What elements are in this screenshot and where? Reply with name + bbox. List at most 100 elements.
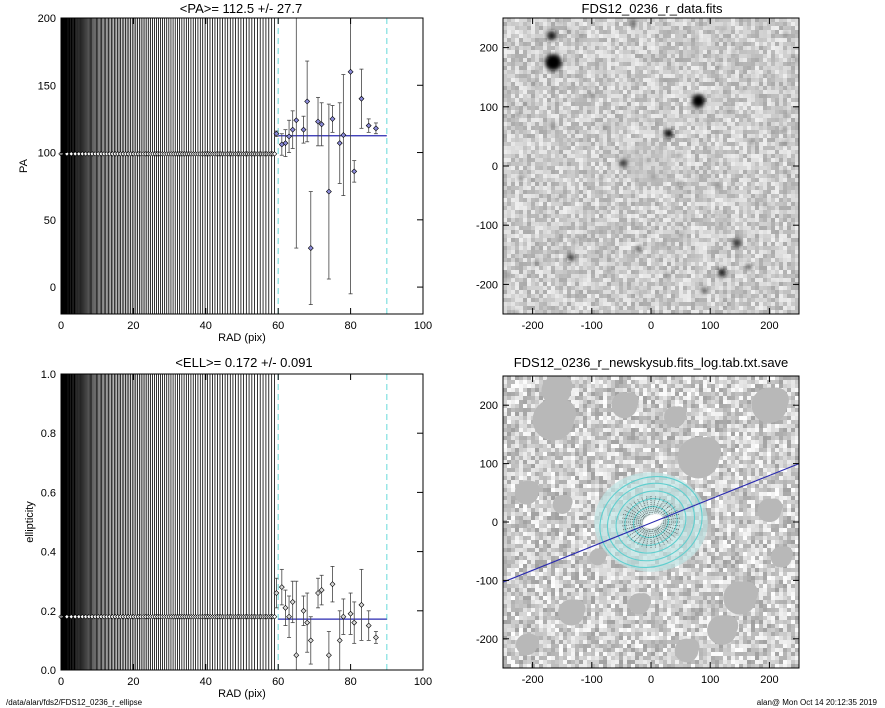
noise-pixel: [731, 186, 735, 190]
noise-pixel: [739, 22, 743, 26]
noise-pixel: [687, 138, 691, 142]
noise-pixel: [611, 226, 615, 230]
noise-pixel: [727, 130, 731, 134]
noise-pixel: [539, 26, 543, 30]
noise-pixel: [675, 206, 679, 210]
noise-pixel: [703, 22, 707, 26]
noise-pixel: [735, 58, 739, 62]
noise-pixel: [731, 18, 735, 22]
noise-pixel: [791, 170, 795, 174]
noise-pixel: [735, 90, 739, 94]
noise-pixel: [739, 90, 743, 94]
noise-pixel: [507, 214, 511, 218]
noise-pixel: [519, 70, 523, 74]
noise-pixel: [591, 218, 595, 222]
noise-pixel: [711, 202, 715, 206]
noise-pixel: [735, 178, 739, 182]
noise-pixel: [795, 34, 799, 38]
noise-pixel: [763, 30, 767, 34]
noise-pixel: [507, 146, 511, 150]
noise-pixel: [603, 210, 607, 214]
noise-pixel: [691, 154, 695, 158]
noise-pixel: [511, 114, 515, 118]
noise-pixel: [703, 190, 707, 194]
noise-pixel: [551, 146, 555, 150]
noise-pixel: [523, 78, 527, 82]
noise-pixel: [591, 78, 595, 82]
noise-pixel: [527, 82, 531, 86]
noise-pixel: [727, 78, 731, 82]
noise-pixel: [795, 58, 799, 62]
noise-pixel: [523, 242, 527, 246]
noise-pixel: [699, 118, 703, 122]
noise-pixel: [603, 34, 607, 38]
noise-pixel: [587, 242, 591, 246]
noise-pixel: [663, 94, 667, 98]
noise-pixel: [587, 198, 591, 202]
noise-pixel: [755, 134, 759, 138]
noise-pixel: [771, 62, 775, 66]
noise-pixel: [599, 158, 603, 162]
noise-pixel: [519, 114, 523, 118]
noise-pixel: [767, 66, 771, 70]
noise-pixel: [695, 62, 699, 66]
noise-pixel: [755, 106, 759, 110]
noise-pixel: [539, 154, 543, 158]
noise-pixel: [515, 182, 519, 186]
noise-pixel: [519, 150, 523, 154]
noise-pixel: [623, 26, 627, 30]
noise-pixel: [507, 234, 511, 238]
noise-pixel: [591, 86, 595, 90]
noise-pixel: [711, 102, 715, 106]
noise-pixel: [743, 34, 747, 38]
noise-pixel: [527, 178, 531, 182]
noise-pixel: [559, 178, 563, 182]
noise-pixel: [759, 26, 763, 30]
noise-pixel: [707, 50, 711, 54]
noise-pixel: [643, 102, 647, 106]
noise-pixel: [599, 146, 603, 150]
noise-pixel: [535, 26, 539, 30]
noise-pixel: [791, 30, 795, 34]
noise-pixel: [735, 50, 739, 54]
noise-pixel: [539, 114, 543, 118]
noise-pixel: [511, 62, 515, 66]
noise-pixel: [527, 30, 531, 34]
noise-pixel: [563, 62, 567, 66]
noise-pixel: [659, 18, 663, 22]
noise-pixel: [567, 58, 571, 62]
noise-pixel: [683, 102, 687, 106]
noise-pixel: [691, 118, 695, 122]
noise-pixel: [507, 66, 511, 70]
noise-pixel: [579, 182, 583, 186]
noise-pixel: [779, 226, 783, 230]
noise-pixel: [523, 118, 527, 122]
noise-pixel: [711, 158, 715, 162]
noise-pixel: [675, 62, 679, 66]
noise-pixel: [591, 226, 595, 230]
noise-pixel: [503, 98, 507, 102]
noise-pixel: [587, 226, 591, 230]
noise-pixel: [679, 134, 683, 138]
noise-pixel: [699, 82, 703, 86]
noise-pixel: [547, 182, 551, 186]
noise-pixel: [563, 26, 567, 30]
noise-pixel: [667, 94, 671, 98]
pa-xtick-label: 80: [344, 320, 356, 332]
noise-pixel: [615, 134, 619, 138]
noise-pixel: [791, 62, 795, 66]
noise-pixel: [599, 190, 603, 194]
noise-pixel: [559, 198, 563, 202]
noise-pixel: [571, 54, 575, 58]
noise-pixel: [787, 126, 791, 130]
noise-pixel: [559, 38, 563, 42]
noise-pixel: [671, 118, 675, 122]
noise-pixel: [519, 166, 523, 170]
noise-pixel: [743, 38, 747, 42]
noise-pixel: [567, 222, 571, 226]
noise-pixel: [619, 86, 623, 90]
noise-pixel: [763, 190, 767, 194]
noise-pixel: [515, 38, 519, 42]
noise-pixel: [543, 182, 547, 186]
noise-pixel: [547, 138, 551, 142]
